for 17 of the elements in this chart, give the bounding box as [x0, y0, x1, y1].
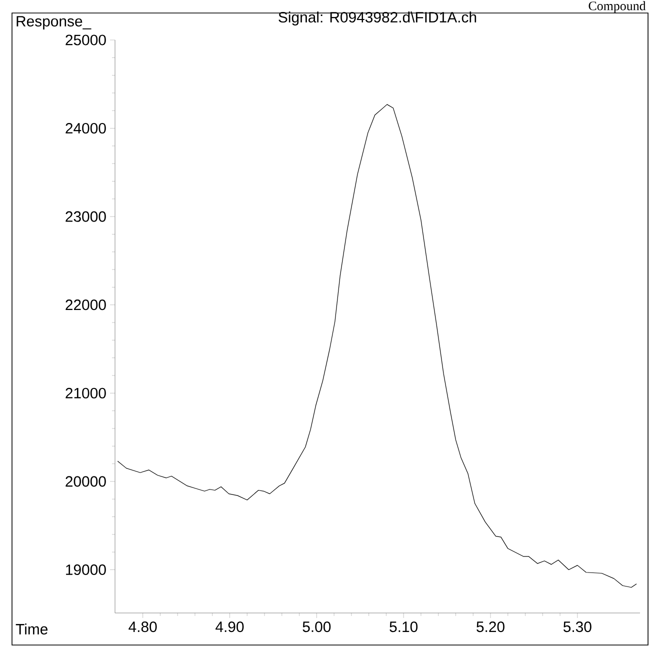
y-tick-label: 20000 — [66, 476, 106, 487]
x-axis-title: Time — [16, 624, 48, 634]
x-tick-label: 5.30 — [563, 622, 592, 632]
x-tick-label: 4.80 — [128, 622, 157, 632]
text: Compound — [588, 1, 646, 13]
y-tick-label: 22000 — [66, 300, 106, 310]
x-tick-label: 5.20 — [476, 622, 504, 632]
x-tick-label: 5.00 — [302, 622, 331, 632]
y-tick-label: 23000 — [66, 211, 106, 222]
y-axis-title: Response_ — [16, 16, 92, 30]
x-tick-label: 4.90 — [216, 622, 244, 632]
y-tick-label: 25000 — [66, 34, 106, 46]
x-tick-label: 5.10 — [390, 622, 418, 632]
y-tick-label: 21000 — [66, 388, 106, 398]
chart-title: Signal: R0943982.d\FID1A.ch — [278, 12, 476, 26]
y-tick-label: 19000 — [66, 564, 106, 576]
y-tick-label: 24000 — [66, 122, 106, 134]
